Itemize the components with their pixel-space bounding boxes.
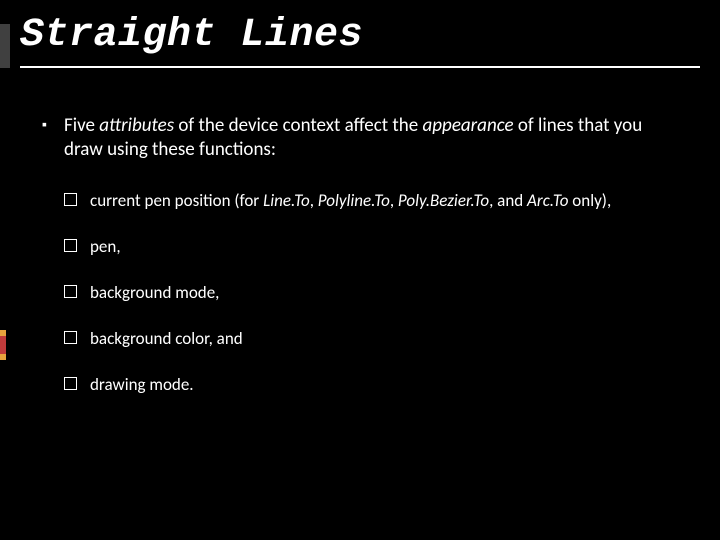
item-text: background color, and: [90, 328, 243, 349]
intro-attributes-word: attributes: [99, 114, 174, 137]
intro-appearance-word: appearance: [423, 114, 514, 137]
square-bullet-icon: [64, 377, 77, 390]
item-func-arcto: Arc.To: [527, 190, 568, 211]
intro-text-mid: of the device context affect the: [174, 114, 422, 137]
item-sep: , and: [489, 190, 527, 211]
slide-body: Five attributes of the device context af…: [42, 114, 682, 420]
item-text-pre: current pen position (for: [90, 190, 263, 211]
list-item: background color, and: [64, 328, 682, 350]
item-text: drawing mode.: [90, 374, 194, 395]
item-func-lineto: Line.To: [263, 190, 310, 211]
square-bullet-icon: [64, 331, 77, 344]
item-text-post: only),: [568, 190, 611, 211]
list-item: pen,: [64, 236, 682, 258]
intro-paragraph: Five attributes of the device context af…: [42, 114, 682, 162]
square-bullet-icon: [64, 285, 77, 298]
slide-title: Straight Lines: [20, 13, 363, 58]
item-sep: ,: [310, 190, 318, 211]
title-accent-bar: [0, 24, 10, 68]
item-func-polylineto: Polyline.To: [318, 190, 390, 211]
title-underline: [20, 66, 700, 68]
square-bullet-icon: [64, 239, 77, 252]
slide: Straight Lines Five attributes of the de…: [0, 0, 720, 540]
square-bullet-icon: [64, 193, 77, 206]
item-text: background mode,: [90, 282, 219, 303]
item-text: pen,: [90, 236, 121, 257]
list-item: drawing mode.: [64, 374, 682, 396]
item-sep: ,: [390, 190, 398, 211]
side-accent-orange-bottom: [0, 354, 6, 360]
intro-text-prefix: Five: [64, 114, 99, 137]
item-func-polybezierto: Poly.Bezier.To: [398, 190, 489, 211]
side-accent-red: [0, 336, 6, 354]
list-item: background mode,: [64, 282, 682, 304]
list-item: current pen position (for Line.To, Polyl…: [64, 190, 682, 212]
